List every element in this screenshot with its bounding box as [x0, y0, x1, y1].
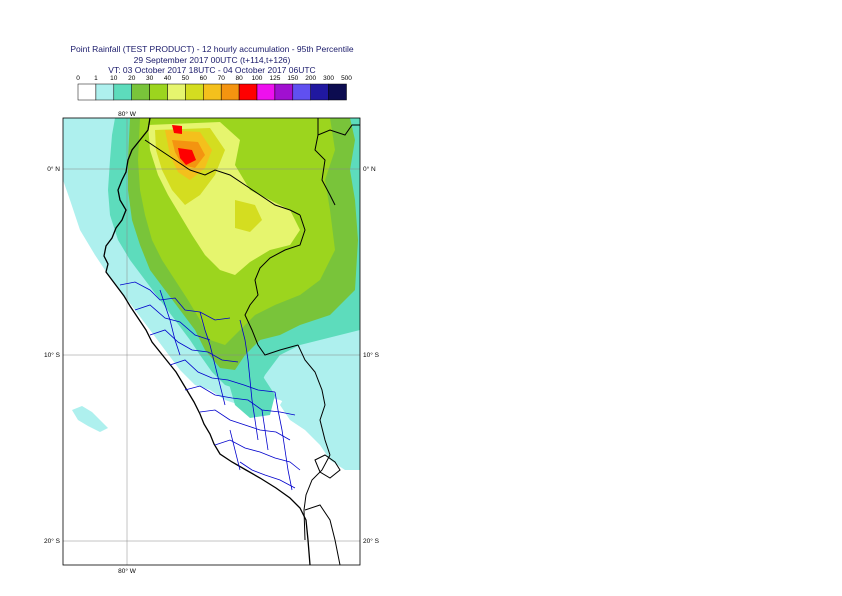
national-borders — [144, 118, 360, 565]
rainfall-fields — [63, 118, 360, 470]
region-borders — [119, 281, 301, 491]
legend-tick-label: 20 — [128, 75, 136, 82]
lat-label-right-10s: 10° S — [363, 351, 380, 359]
legend-color-box — [328, 83, 347, 101]
legend-tick-label: 30 — [146, 75, 154, 82]
legend-tick-label: 70 — [218, 75, 226, 82]
map-frame — [62, 117, 361, 566]
legend-tick-label: 80 — [235, 75, 243, 82]
graticule — [63, 118, 360, 565]
rain-field-50-60-b — [235, 200, 262, 232]
legend-tick-label: 300 — [323, 75, 334, 82]
legend-tick-label: 1 — [94, 75, 98, 82]
title-line-1: Point Rainfall (TEST PRODUCT) - 12 hourl… — [70, 44, 354, 54]
legend-tick-label: 200 — [305, 75, 316, 82]
legend-tick-labels: 0 1 10 20 30 40 50 60 70 80 100 125 150 200 300 500 — [76, 75, 352, 82]
rain-field-80-100-b — [172, 125, 182, 134]
rain-field-ocean-patch — [72, 406, 108, 432]
coastline — [103, 118, 311, 565]
color-legend: 0 1 10 20 30 40 50 60 70 80 100 125 150 200 300 500 — [76, 75, 352, 101]
rain-field-1-10-south — [280, 360, 360, 470]
legend-tick-label: 40 — [164, 75, 172, 82]
title-line-3: VT: 03 October 2017 18UTC - 04 October 2… — [108, 65, 316, 75]
legend-tick-label: 100 — [252, 75, 263, 82]
lat-label-left-20s: 20° S — [44, 537, 61, 545]
legend-tick-label: 0 — [76, 75, 80, 82]
legend-tick-label: 500 — [341, 75, 352, 82]
legend-tick-label: 150 — [287, 75, 298, 82]
legend-tick-label: 10 — [110, 75, 118, 82]
lat-label-left-10s: 10° S — [44, 351, 61, 359]
coastline-and-borders — [103, 118, 311, 565]
rain-field-10-20-b — [225, 370, 275, 418]
legend-tick-label: 60 — [200, 75, 208, 82]
legend-color-boxes — [77, 83, 347, 101]
title-line-2: 29 September 2017 00UTC (t+114,t+126) — [133, 55, 291, 65]
lat-label-right-20s: 20° S — [363, 537, 380, 545]
lat-label-left-0: 0° N — [47, 165, 60, 173]
lon-label-top: 80° W — [118, 110, 137, 118]
legend-tick-label: 50 — [182, 75, 190, 82]
legend-tick-label: 125 — [269, 75, 280, 82]
rain-field-80-100 — [178, 148, 196, 165]
lon-label-bottom: 80° W — [118, 567, 137, 575]
lat-label-right-0: 0° N — [363, 165, 376, 173]
